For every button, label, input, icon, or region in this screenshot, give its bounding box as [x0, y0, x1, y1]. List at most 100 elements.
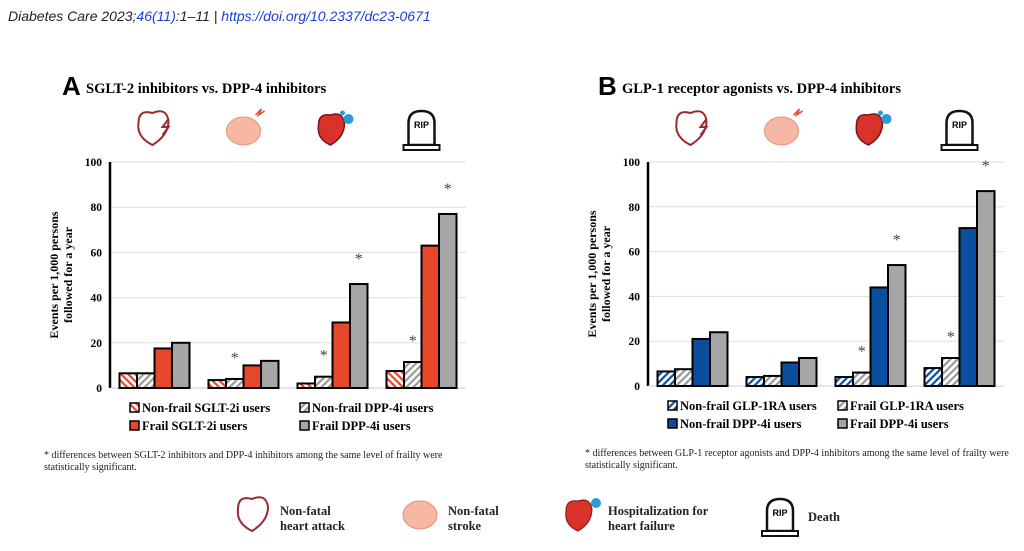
bar-frail-glp-1ra-users-1: Non-fatal stroke: 4.5 — [763, 374, 783, 388]
legend-swatch — [837, 400, 848, 411]
legend-label: Non-frail GLP-1RA users — [680, 399, 817, 413]
stroke-brain-icon — [226, 116, 261, 146]
significance-star: * — [320, 348, 328, 365]
legend-swatch — [667, 418, 678, 429]
heart-failure-icon — [855, 113, 884, 146]
tombstone-icon — [407, 109, 436, 147]
bar-frail-dpp-4i-users-2: Hospitalization for heart failure: 54 — [887, 264, 907, 388]
legend-swatch — [299, 420, 310, 431]
bar-frail-glp-1ra-users-0: Non-fatal heart attack: 7.5 — [674, 368, 694, 388]
chart-panel-b: B GLP-1 receptor agonists vs. DPP-4 inhib… — [585, 71, 1004, 431]
bar-frail-dpp-4i-users-0: Non-fatal heart attack: 20 — [171, 341, 191, 389]
legend-heart-attack: Non-fatal heart attack — [280, 504, 345, 533]
bar-non-frail-dpp-4i-users-1: Non-fatal stroke: 10.5 — [780, 361, 800, 388]
bar-non-frail-dpp-4i-users-1: Non-fatal stroke: 4 — [225, 377, 245, 389]
heart-attack-icon — [675, 110, 708, 147]
bar-non-frail-sglt-2i-users-2: Hospitalization for heart failure: 2 — [296, 382, 316, 390]
significance-star: * — [355, 251, 363, 268]
heart-failure-icon — [317, 113, 346, 146]
chart-panel-a: A SGLT-2 inhibitors vs. DPP-4 inhibitors 0… — [47, 71, 466, 433]
bar-non-frail-dpp-4i-users-2: Hospitalization for heart failure: 5 — [314, 375, 334, 390]
bar-non-frail-dpp-4i-users-3: Death: 11.5 — [403, 361, 423, 390]
y-axis-label: Events per 1,000 personsfollowed for a y… — [47, 211, 75, 338]
y-tick-label: 80 — [91, 202, 103, 214]
legend-stroke: Non-fatal stroke — [448, 504, 499, 533]
bar-frail-glp-1ra-users-3: Death: 12.5 — [941, 357, 961, 387]
legend-swatch — [129, 402, 140, 413]
citation: Diabetes Care 2023;46(11):1–11 | https:/… — [8, 8, 431, 24]
panel-letter: A — [62, 71, 81, 101]
legend-label: Non-frail SGLT-2i users — [142, 401, 270, 415]
bar-non-frail-dpp-4i-users-2: Hospitalization for heart failure: 44 — [869, 286, 889, 387]
y-tick-label: 60 — [91, 247, 103, 259]
y-tick-label: 20 — [629, 336, 641, 348]
bar-non-frail-sglt-2i-users-0: Non-fatal heart attack: 6.5 — [118, 372, 138, 389]
pages: :1–11 | — [175, 8, 222, 24]
journal: Diabetes Care 2023; — [8, 8, 137, 24]
y-axis-label: Events per 1,000 personsfollowed for a y… — [585, 210, 613, 337]
rip-text: RIP — [952, 120, 967, 130]
legend-label: Frail SGLT-2i users — [142, 419, 247, 433]
bar-non-frail-dpp-4i-users-3: Death: 70.5 — [958, 227, 978, 387]
bar-frail-dpp-4i-users-3: Death: 77 — [438, 212, 458, 389]
footnote-b: * differences between GLP-1 receptor ago… — [585, 448, 1009, 471]
rip-text: RIP — [772, 508, 787, 518]
chart-title: GLP-1 receptor agonists vs. DPP-4 inhibi… — [622, 81, 901, 97]
bar-frail-dpp-4i-users-3: Death: 87 — [976, 190, 996, 387]
y-tick-label: 100 — [623, 157, 641, 169]
bar-frail-dpp-4i-users-2: Hospitalization for heart failure: 46 — [349, 283, 369, 390]
significance-star: * — [858, 344, 866, 361]
panel-letter: B — [598, 71, 617, 101]
bar-frail-sglt-2i-users-3: Death: 63 — [420, 244, 440, 389]
significance-star: * — [893, 232, 901, 249]
significance-star: * — [982, 158, 990, 175]
legend-swatch — [129, 420, 140, 431]
bar-frail-sglt-2i-users-0: Non-fatal heart attack: 17.5 — [153, 347, 173, 390]
legend-label: Non-frail DPP-4i users — [680, 417, 802, 431]
legend-swatch — [667, 400, 678, 411]
bar-non-frail-glp-1ra-users-3: Death: 8 — [923, 367, 943, 387]
bar-frail-sglt-2i-users-2: Hospitalization for heart failure: 29 — [331, 321, 351, 389]
bar-non-frail-sglt-2i-users-3: Death: 7.5 — [385, 370, 405, 389]
bar-non-frail-glp-1ra-users-1: Non-fatal stroke: 4 — [745, 376, 765, 388]
y-tick-label: 40 — [91, 293, 103, 305]
bar-frail-dpp-4i-users-0: Non-fatal heart attack: 24 — [709, 331, 729, 387]
bar-frail-dpp-4i-users-1: Non-fatal stroke: 12 — [260, 359, 280, 390]
bar-frail-dpp-4i-users-1: Non-fatal stroke: 12.5 — [798, 357, 818, 387]
y-tick-label: 0 — [634, 381, 640, 393]
tombstone-icon — [945, 109, 974, 147]
bar-frail-sglt-2i-users-1: Non-fatal stroke: 10 — [242, 364, 262, 389]
legend-label: Non-frail DPP-4i users — [312, 401, 434, 415]
legend-label: Frail GLP-1RA users — [850, 399, 964, 413]
bottom-legend-icons: RIP — [236, 496, 799, 537]
bar-non-frail-glp-1ra-users-2: Hospitalization for heart failure: 4 — [834, 376, 854, 388]
legend-swatch — [837, 418, 848, 429]
bar-non-frail-dpp-4i-users-0: Non-fatal heart attack: 6.5 — [136, 372, 156, 389]
heart-attack-icon — [236, 496, 270, 533]
bar-non-frail-sglt-2i-users-1: Non-fatal stroke: 3.5 — [207, 379, 227, 389]
chart-title: SGLT-2 inhibitors vs. DPP-4 inhibitors — [86, 81, 327, 97]
stroke-brain-icon — [402, 500, 438, 530]
y-tick-label: 60 — [629, 247, 641, 259]
bar-non-frail-dpp-4i-users-0: Non-fatal heart attack: 21 — [691, 337, 711, 387]
bar-frail-glp-1ra-users-2: Hospitalization for heart failure: 6 — [852, 371, 872, 387]
legend-swatch — [299, 402, 310, 413]
legend-death: Death — [808, 510, 840, 524]
footnote-a: * differences between SGLT-2 inhibitors … — [44, 450, 443, 473]
significance-star: * — [444, 181, 452, 198]
legend-heart-failure: Hospitalization for heart failure — [608, 504, 709, 533]
tombstone-icon — [765, 497, 795, 533]
y-tick-label: 100 — [85, 157, 103, 169]
volume-link[interactable]: 46(11) — [136, 8, 176, 24]
heart-attack-icon — [137, 110, 170, 147]
y-tick-label: 20 — [91, 338, 103, 350]
y-tick-label: 80 — [629, 202, 641, 214]
heart-failure-icon — [565, 499, 593, 532]
doi-link[interactable]: https://doi.org/10.2337/dc23-0671 — [221, 8, 431, 24]
bar-non-frail-glp-1ra-users-0: Non-fatal heart attack: 6.5 — [656, 370, 676, 388]
y-tick-label: 0 — [96, 383, 102, 395]
significance-star: * — [409, 333, 417, 350]
rip-text: RIP — [414, 120, 429, 130]
significance-star: * — [947, 329, 955, 346]
